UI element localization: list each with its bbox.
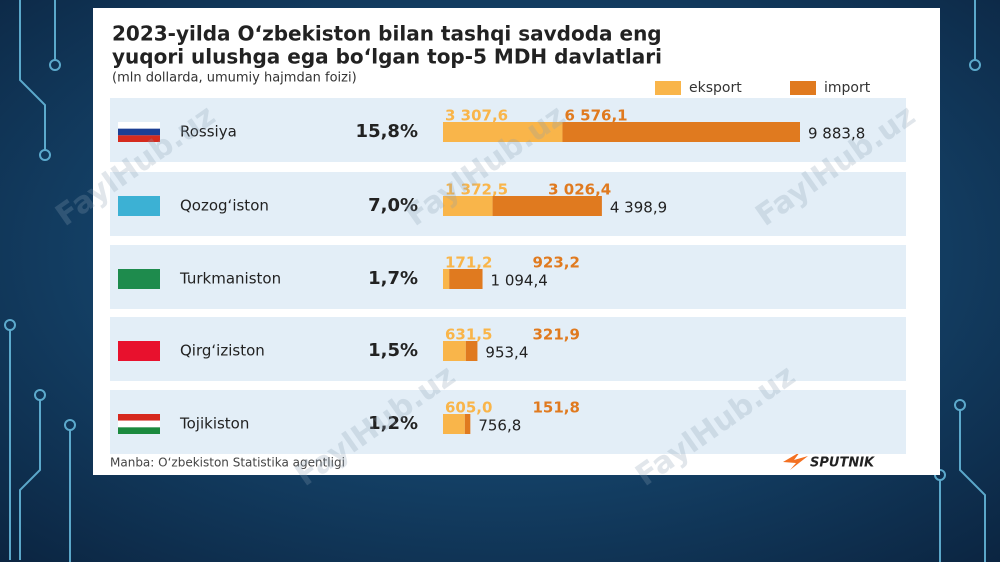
- bar-segment: [562, 122, 800, 142]
- logo-icon: [783, 452, 808, 470]
- chart-title: yuqori ulushga ega bo‘lgan top-5 MDH dav…: [112, 45, 662, 69]
- circuit-decor: [4, 0, 986, 562]
- value-label: 321,9: [532, 326, 579, 344]
- value-label: 1 372,5: [445, 181, 508, 199]
- flag: [118, 414, 160, 421]
- legend-label: eksport: [689, 80, 742, 96]
- flag: [118, 122, 160, 129]
- flag: [118, 427, 160, 434]
- bar-segment: [464, 414, 471, 434]
- value-label: 6 576,1: [564, 107, 627, 125]
- country-label: Tojikiston: [179, 415, 249, 433]
- share-label: 1,2%: [368, 413, 418, 434]
- value-label: 605,0: [445, 399, 492, 417]
- value-label: 171,2: [445, 254, 492, 272]
- logo: SPUTNIK: [810, 456, 875, 471]
- country-label: Rossiya: [180, 123, 237, 141]
- share-label: 1,5%: [368, 340, 418, 361]
- bar-segment: [443, 196, 493, 216]
- flag: [118, 128, 160, 136]
- bar-segment: [443, 269, 450, 289]
- bar-segment: [443, 122, 563, 142]
- total-label: 9 883,8: [808, 125, 865, 143]
- share-label: 7,0%: [368, 195, 418, 216]
- value-label: 631,5: [445, 326, 492, 344]
- flag: [118, 341, 160, 361]
- bar-segment: [465, 341, 478, 361]
- value-label: 3 307,6: [445, 107, 508, 125]
- total-label: 756,8: [478, 417, 521, 435]
- chart-title: 2023-yilda O‘zbekiston bilan tashqi savd…: [112, 22, 662, 46]
- country-label: Turkmaniston: [179, 270, 281, 288]
- total-label: 953,4: [485, 344, 528, 362]
- legend-swatch: [655, 81, 681, 95]
- flag: [118, 269, 160, 289]
- value-label: 3 026,4: [548, 181, 611, 199]
- flag: [118, 135, 160, 142]
- legend-label: import: [824, 80, 871, 96]
- value-label: 923,2: [532, 254, 579, 272]
- source: Manba: O‘zbekiston Statistika agentligi: [110, 456, 345, 470]
- row-band: [110, 390, 906, 454]
- country-label: Qozog‘iston: [180, 197, 269, 215]
- flag: [118, 420, 160, 428]
- bar-segment: [449, 269, 483, 289]
- total-label: 4 398,9: [610, 199, 667, 217]
- row-band: [110, 317, 906, 381]
- value-label: 151,8: [532, 399, 579, 417]
- chart-subtitle: (mln dollarda, umumiy hajmdan foizi): [112, 71, 357, 86]
- flag: [118, 196, 160, 216]
- total-label: 1 094,4: [491, 272, 548, 290]
- row-band: [110, 245, 906, 309]
- share-label: 1,7%: [368, 268, 418, 289]
- legend-swatch: [790, 81, 816, 95]
- country-label: Qirg‘iziston: [180, 342, 265, 360]
- bar-segment: [443, 341, 466, 361]
- bar-segment: [492, 196, 602, 216]
- bar-segment: [443, 414, 465, 434]
- share-label: 15,8%: [356, 121, 418, 142]
